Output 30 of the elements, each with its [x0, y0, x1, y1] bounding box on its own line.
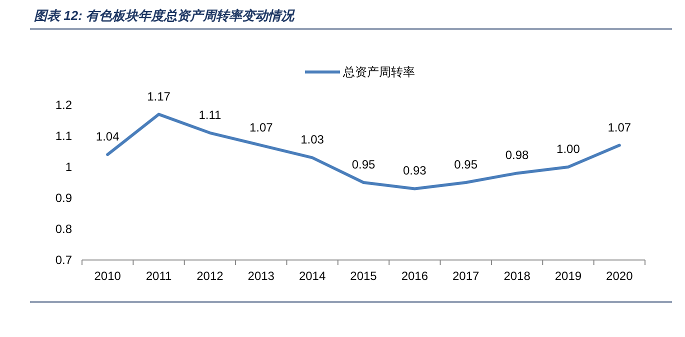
x-tick-label: 2020	[606, 269, 634, 283]
x-tick-label: 2012	[196, 269, 224, 283]
legend-label: 总资产周转率	[342, 65, 415, 80]
data-label: 0.95	[454, 158, 478, 172]
x-tick-label: 2015	[350, 269, 378, 283]
y-tick-label: 1.2	[55, 98, 72, 112]
x-tick-label: 2018	[504, 269, 531, 283]
y-tick-label: 0.8	[55, 222, 72, 236]
x-tick-label: 2014	[298, 269, 326, 283]
x-tick-label: 2013	[248, 269, 275, 283]
data-label: 1.11	[198, 108, 222, 122]
y-tick-label: 1.1	[55, 129, 72, 144]
data-label: 1.07	[249, 120, 274, 134]
x-tick-label: 2010	[94, 269, 122, 283]
y-tick-label: 0.9	[55, 191, 72, 206]
x-tick-label: 2017	[452, 269, 480, 283]
data-label: 1.04	[96, 130, 120, 144]
data-label: 0.93	[403, 164, 427, 178]
data-label: 1.07	[608, 120, 632, 134]
data-label: 0.95	[352, 158, 376, 172]
x-tick-label: 2011	[146, 269, 172, 283]
x-tick-label: 2019	[554, 269, 582, 283]
data-label: 1.00	[556, 142, 580, 156]
x-tick-label: 2016	[401, 269, 428, 283]
y-tick-label: 0.7	[55, 253, 72, 268]
data-label: 1.17	[147, 89, 171, 104]
data-label: 0.98	[505, 148, 530, 162]
chart-title: 图表 12: 有色板块年度总资产周转率变动情况	[34, 8, 296, 23]
y-tick-label: 1	[65, 160, 72, 174]
data-label: 1.03	[300, 132, 324, 147]
